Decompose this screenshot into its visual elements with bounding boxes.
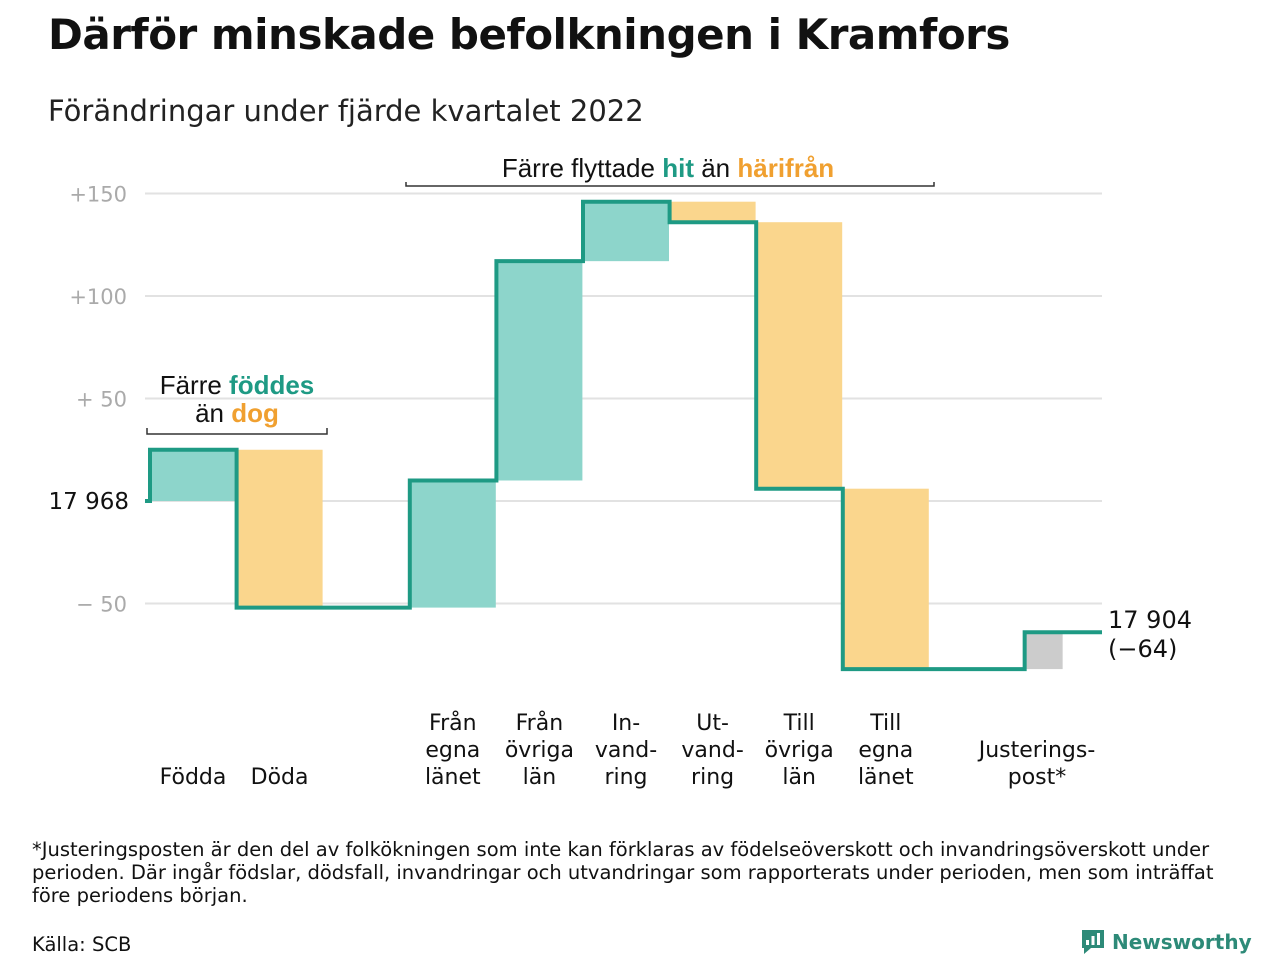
bar-fran-egna-lanet — [409, 480, 496, 608]
waterfall-chart: +150 +100 + 50 17 968 − 50 17 904(−64) Födda D… — [49, 153, 1192, 790]
annotation-fodda-line2: än dog — [195, 398, 279, 428]
bar-till-egna-lanet — [842, 488, 929, 670]
category-label-invandring: In-vand-ring — [595, 711, 657, 790]
annotation-fodda-line1: Färre föddes — [160, 370, 315, 400]
bar-till-ovriga-lan — [756, 222, 843, 489]
newsworthy-logo-icon — [1082, 930, 1104, 954]
line-layer — [145, 199, 1102, 672]
category-label-fodda: Födda — [160, 765, 227, 790]
start-value-label: 17 968 — [49, 489, 129, 515]
bar-invandring — [583, 201, 669, 262]
bar-justeringspost — [1024, 632, 1063, 670]
category-label-utvandring: Ut-vand-ring — [681, 711, 743, 790]
chart-title: Därför minskade befolkningen i Kramfors — [48, 10, 1010, 59]
y-tick-label: + 50 — [76, 388, 127, 412]
source-note: Källa: SCB — [32, 933, 132, 956]
cumulative-step-line — [145, 199, 1102, 672]
annotation-bracket-fodda — [146, 428, 328, 435]
category-label-till-egna-lanet: Till egna länet — [858, 711, 914, 790]
y-tick-label: +100 — [69, 285, 127, 309]
category-label-fran-egna-lanet: Från egna länet — [425, 710, 481, 790]
brand-logo[interactable]: Newsworthy — [1080, 928, 1252, 956]
category-label-doda: Döda — [251, 765, 309, 790]
y-tick-label: +150 — [69, 183, 127, 207]
y-tick-label: − 50 — [76, 593, 127, 617]
annotation-flyttade: Färre flyttade hit än härifrån — [502, 153, 834, 183]
category-label-justeringspost: Justerings-post* — [977, 738, 1096, 790]
brand-name: Newsworthy — [1112, 930, 1252, 954]
bar-utvandring — [669, 201, 756, 223]
category-label-fran-ovriga-lan: Från övriga län — [505, 710, 574, 790]
end-value-label: (−64) — [1108, 635, 1177, 663]
bar-layer — [150, 201, 1063, 670]
label-layer: 17 904(−64) Födda Döda Från egna länet Från övr… — [160, 606, 1192, 790]
category-label-till-ovriga-lan: Till övriga län — [765, 711, 834, 790]
footnote: *Justeringsposten är den del av folkökni… — [32, 838, 1214, 907]
bar-fodda — [150, 449, 236, 501]
bar-doda — [236, 449, 323, 608]
chart-subtitle: Förändringar under fjärde kvartalet 2022 — [48, 94, 644, 128]
bar-fran-ovriga-lan — [496, 261, 583, 481]
end-value-label: 17 904 — [1108, 606, 1192, 634]
annotation-bracket-flyttade — [405, 182, 935, 187]
